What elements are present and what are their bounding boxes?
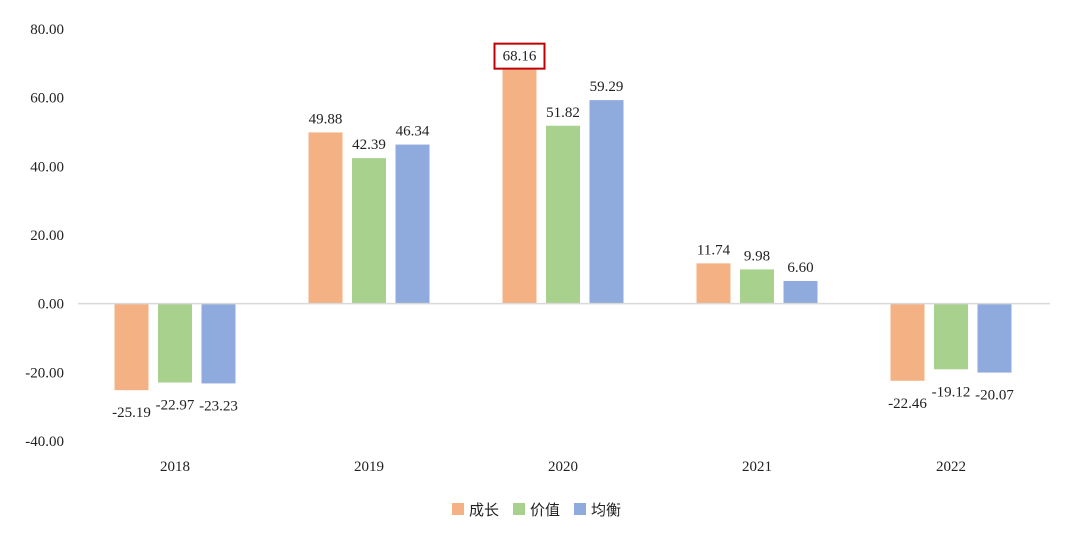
y-tick-label: -40.00 bbox=[25, 434, 64, 450]
y-tick-label: -20.00 bbox=[25, 365, 64, 381]
bar-2019-0 bbox=[308, 132, 343, 304]
y-tick-label: 0.00 bbox=[38, 297, 64, 313]
data-label: 46.34 bbox=[396, 124, 430, 140]
data-label: -22.97 bbox=[156, 398, 195, 414]
x-axis: 2018 2019 2020 2021 2022 bbox=[160, 459, 966, 475]
y-axis: 80.00 60.00 40.00 20.00 0.00 -20.00 -40.00 bbox=[25, 22, 64, 450]
bar-2022-2 bbox=[977, 303, 1012, 373]
x-tick-label: 2020 bbox=[548, 459, 578, 475]
bar-2021-1 bbox=[740, 269, 774, 304]
y-tick-label: 60.00 bbox=[30, 91, 64, 107]
bar-2020-0 bbox=[502, 69, 537, 304]
data-label: 42.39 bbox=[352, 137, 386, 153]
x-tick-label: 2019 bbox=[354, 459, 384, 475]
legend-swatch bbox=[452, 503, 464, 515]
legend-label: 均衡 bbox=[591, 501, 621, 519]
y-tick-label: 40.00 bbox=[30, 159, 64, 175]
data-label: 68.16 bbox=[503, 49, 537, 65]
data-label: 11.74 bbox=[697, 242, 731, 258]
bar-2018-2 bbox=[201, 303, 236, 384]
y-tick-label: 80.00 bbox=[30, 22, 64, 38]
bar-2018-1 bbox=[158, 303, 192, 383]
legend: 成长 价值 均衡 bbox=[452, 501, 621, 519]
data-label: 6.60 bbox=[787, 260, 813, 276]
legend-label: 成长 bbox=[469, 501, 499, 519]
data-label: -19.12 bbox=[932, 384, 971, 400]
y-tick-label: 20.00 bbox=[30, 228, 64, 244]
legend-swatch bbox=[574, 503, 586, 515]
bars bbox=[114, 69, 1012, 391]
x-tick-label: 2018 bbox=[160, 459, 190, 475]
bar-2020-2 bbox=[589, 100, 624, 304]
data-label: 59.29 bbox=[590, 79, 624, 95]
x-tick-label: 2022 bbox=[936, 459, 966, 475]
bar-2019-2 bbox=[395, 144, 430, 304]
bar-2021-2 bbox=[783, 281, 818, 304]
legend-swatch bbox=[513, 503, 525, 515]
bar-2019-1 bbox=[352, 158, 386, 304]
x-tick-label: 2021 bbox=[742, 459, 772, 475]
bar-2018-0 bbox=[114, 303, 149, 391]
highlight-box bbox=[493, 42, 546, 70]
data-label: -22.46 bbox=[888, 396, 927, 412]
data-label: 9.98 bbox=[744, 248, 770, 264]
bar-2022-0 bbox=[890, 303, 925, 381]
bar-2020-1 bbox=[546, 125, 580, 304]
data-label: -20.07 bbox=[975, 388, 1014, 404]
data-label: -23.23 bbox=[199, 398, 238, 414]
bar-2022-1 bbox=[934, 303, 968, 370]
data-label: 51.82 bbox=[546, 105, 580, 121]
data-label: -25.19 bbox=[112, 405, 151, 421]
data-labels: -25.19 -22.97 -23.23 49.88 42.39 46.34 68.16 51… bbox=[112, 42, 1014, 421]
data-label: 49.88 bbox=[309, 111, 343, 127]
bar-2021-0 bbox=[696, 263, 731, 304]
legend-label: 价值 bbox=[530, 501, 560, 519]
